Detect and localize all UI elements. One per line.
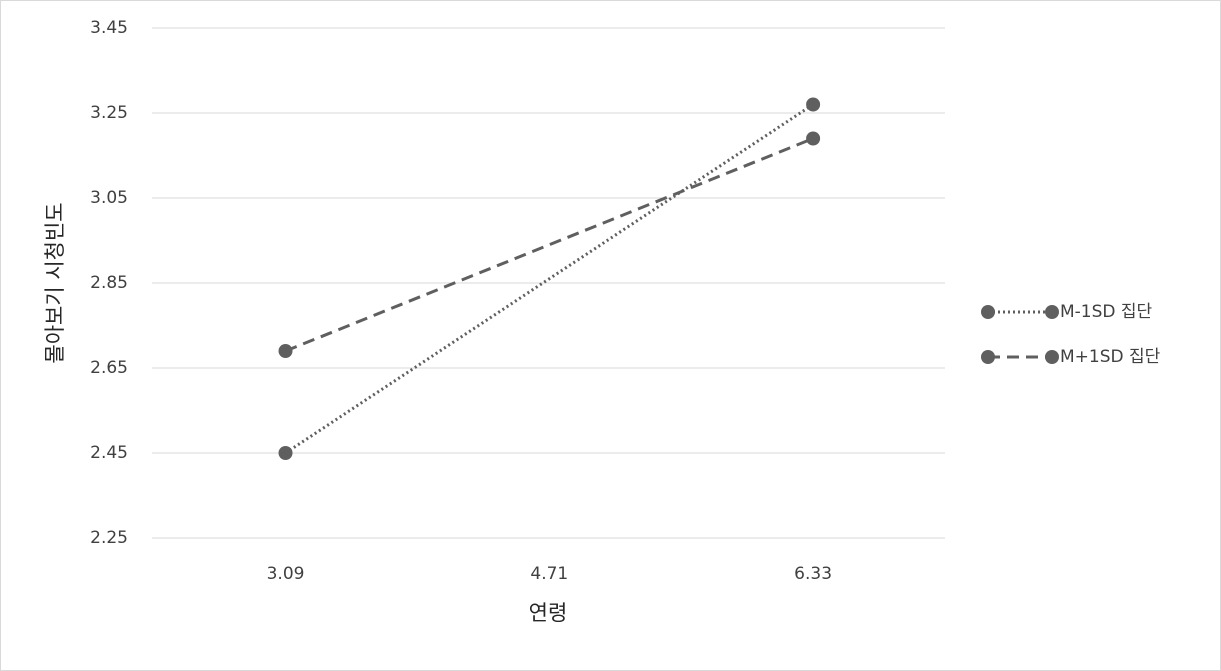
legend-label: M+1SD 집단	[1060, 347, 1161, 367]
data-point	[278, 446, 293, 460]
data-point	[806, 97, 821, 112]
y-tick-label: 3.05	[90, 188, 128, 208]
legend-label: M-1SD 집단	[1060, 302, 1153, 322]
data-point	[806, 131, 821, 146]
legend-marker	[1045, 350, 1059, 364]
y-tick-label: 2.85	[90, 273, 128, 293]
y-tick-label: 2.25	[90, 528, 128, 548]
y-tick-label: 3.25	[90, 103, 128, 123]
y-tick-label: 2.65	[90, 358, 128, 378]
y-tick-label: 2.45	[90, 443, 128, 463]
x-tick-label: 4.71	[530, 564, 568, 584]
y-tick-label: 3.45	[90, 18, 128, 38]
series-line	[284, 103, 814, 455]
x-axis-title: 연령	[529, 601, 568, 625]
legend-marker	[981, 350, 995, 364]
y-axis-title: 몰아보기 시청빈도	[43, 202, 67, 363]
legend-marker	[981, 305, 995, 319]
data-point	[278, 344, 293, 358]
x-tick-label: 6.33	[794, 564, 832, 584]
legend-marker	[1045, 305, 1059, 319]
x-tick-label: 3.09	[267, 564, 305, 584]
